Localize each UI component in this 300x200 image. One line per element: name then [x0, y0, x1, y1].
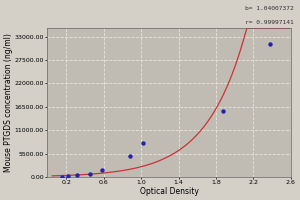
Text: b= 1.04007372: b= 1.04007372: [245, 6, 294, 11]
Point: [75, 174, 80, 177]
Point: [140, 141, 145, 145]
Point: [99, 169, 104, 172]
Point: [60, 175, 65, 178]
Point: [66, 175, 70, 178]
Point: [268, 43, 273, 46]
Text: r= 0.99997141: r= 0.99997141: [245, 20, 294, 25]
Point: [88, 172, 93, 175]
Point: [221, 109, 226, 112]
X-axis label: Optical Density: Optical Density: [140, 187, 199, 196]
Point: [128, 154, 132, 157]
Y-axis label: Mouse PTGDS concentration (ng/ml): Mouse PTGDS concentration (ng/ml): [4, 33, 13, 172]
